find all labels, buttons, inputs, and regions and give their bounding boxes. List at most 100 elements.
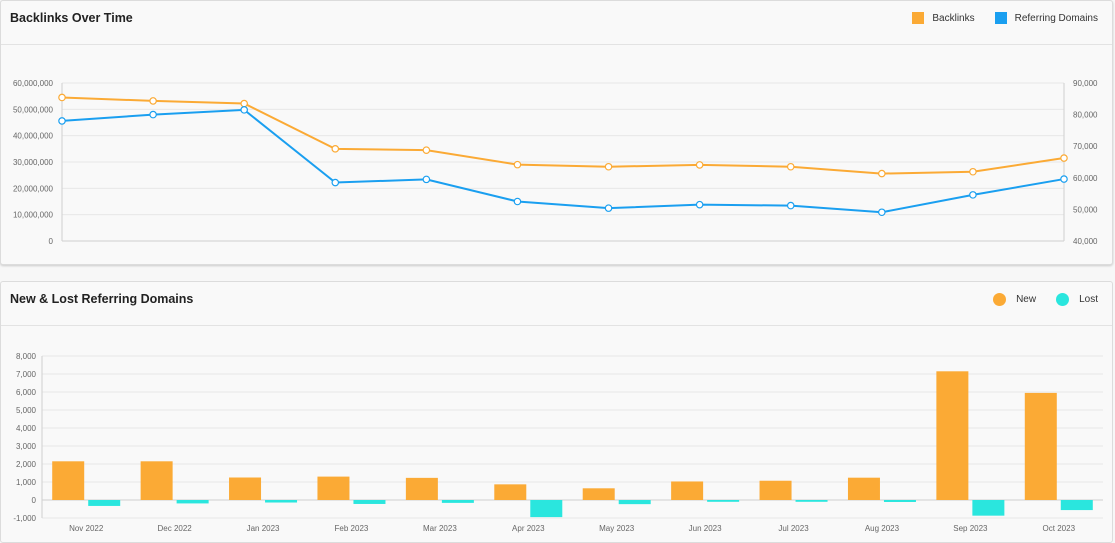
data-point-backlinks: [58, 93, 66, 102]
x-tick-label: Aug 2023: [865, 524, 900, 533]
bar-lost: [618, 500, 651, 505]
card-header: Backlinks Over Time Backlinks Referring …: [1, 1, 1112, 45]
legend-label-referring-domains: Referring Domains: [1014, 12, 1098, 24]
card-header: New & Lost Referring Domains New Lost: [1, 282, 1112, 326]
legend-item-lost[interactable]: Lost: [1056, 293, 1098, 306]
data-point-referring-domains: [604, 204, 613, 212]
y-left-tick-label: 40,000,000: [13, 132, 54, 141]
legend-swatch-referring-domains: [994, 12, 1007, 24]
x-tick-label: May 2023: [599, 524, 635, 533]
y-left-tick-label: 10,000,000: [13, 211, 54, 220]
chart-title: Backlinks Over Time: [10, 11, 133, 25]
y-tick-label: 1,000: [16, 478, 37, 487]
y-right-tick-label: 50,000: [1073, 205, 1098, 214]
x-tick-label: Feb 2023: [335, 524, 369, 533]
bar-new: [847, 477, 880, 500]
x-tick-label: Jan 2023: [247, 524, 280, 533]
y-left-tick-label: 60,000,000: [13, 79, 54, 88]
bar-lost: [707, 500, 740, 502]
legend-swatch-backlinks: [912, 12, 925, 24]
data-point-backlinks: [878, 169, 886, 178]
legend-label-backlinks: Backlinks: [932, 12, 975, 24]
bar-lost: [88, 500, 121, 506]
x-tick-label: Nov 2022: [69, 524, 104, 533]
backlinks-over-time-card: Backlinks Over Time Backlinks Referring …: [0, 0, 1113, 265]
legend-item-backlinks[interactable]: Backlinks: [912, 12, 975, 24]
y-left-tick-label: 20,000,000: [13, 184, 54, 193]
data-point-referring-domains: [331, 178, 340, 187]
x-tick-label: Sep 2023: [953, 524, 988, 533]
bar-lost: [530, 500, 563, 518]
x-tick-label: Dec 2022: [158, 524, 193, 533]
data-point-referring-domains: [240, 106, 248, 114]
y-tick-label: -1,000: [13, 514, 36, 523]
bar-chart: -1,000 0 1,000 2,000 3,000 4,000 5,000 6,000 7,0…: [13, 352, 1103, 533]
data-point-referring-domains: [878, 208, 886, 217]
y-right-tick-label: 70,000: [1073, 142, 1098, 151]
series-line-referring-domains: [61, 108, 1065, 214]
legend-swatch-lost: [1056, 293, 1070, 306]
data-point-backlinks: [149, 97, 157, 105]
bar-lost: [176, 500, 209, 504]
legend-label-new: New: [1016, 294, 1037, 305]
data-point-referring-domains: [58, 117, 66, 125]
y-right-tick-label: 60,000: [1073, 174, 1098, 183]
chart-legend: Backlinks Referring Domains: [892, 12, 1098, 24]
data-point-backlinks: [513, 160, 522, 169]
legend-swatch-new: [993, 293, 1007, 306]
chart-legend: New Lost: [973, 293, 1098, 306]
y-tick-label: 6,000: [16, 388, 37, 397]
bar-new: [405, 477, 438, 500]
bar-lost: [441, 500, 474, 503]
data-point-referring-domains: [695, 200, 704, 209]
bar-lost: [353, 500, 386, 504]
data-point-backlinks: [331, 145, 340, 153]
bar-lost: [265, 500, 298, 503]
bar-new: [494, 484, 527, 500]
bar-new: [52, 461, 85, 500]
x-tick-label: Apr 2023: [512, 524, 545, 533]
new-lost-referring-domains-card: New & Lost Referring Domains New Lost -1…: [0, 281, 1113, 543]
data-point-backlinks: [969, 167, 977, 176]
legend-item-referring-domains[interactable]: Referring Domains: [994, 12, 1098, 24]
y-left-tick-label: 0: [49, 237, 54, 246]
chart-title: New & Lost Referring Domains: [10, 292, 194, 306]
bar-new: [759, 480, 792, 500]
x-tick-label: Jun 2023: [689, 524, 722, 533]
bar-new: [1024, 392, 1057, 500]
y-tick-label: 3,000: [16, 442, 37, 451]
bar-new: [936, 371, 969, 500]
data-point-backlinks: [422, 146, 431, 154]
y-tick-label: 8,000: [16, 352, 37, 361]
data-point-referring-domains: [149, 110, 157, 119]
y-left-tick-label: 50,000,000: [13, 105, 54, 114]
data-point-backlinks: [786, 162, 795, 171]
data-point-backlinks: [1060, 154, 1068, 162]
y-right-tick-label: 40,000: [1073, 237, 1098, 246]
bar-new: [229, 477, 262, 500]
bar-new: [140, 461, 173, 500]
data-point-referring-domains: [1060, 175, 1068, 183]
data-point-backlinks: [695, 161, 704, 169]
legend-label-lost: Lost: [1079, 294, 1098, 305]
data-point-backlinks: [604, 162, 613, 171]
data-point-referring-domains: [969, 191, 977, 199]
legend-item-new[interactable]: New: [993, 293, 1036, 306]
data-point-referring-domains: [513, 197, 522, 206]
bar-new: [582, 488, 615, 500]
y-tick-label: 5,000: [16, 406, 37, 415]
y-tick-label: 0: [32, 496, 37, 505]
series-line-backlinks: [61, 96, 1065, 175]
y-right-tick-label: 80,000: [1073, 111, 1098, 120]
x-tick-label: Jul 2023: [778, 524, 809, 533]
x-tick-label: Oct 2023: [1043, 524, 1076, 533]
bar-lost: [883, 500, 916, 502]
x-tick-label: Mar 2023: [423, 524, 457, 533]
line-chart: 0 10,000,000 20,000,000 30,000,000 40,000,00…: [13, 79, 1098, 246]
y-right-tick-label: 90,000: [1073, 79, 1098, 88]
data-point-referring-domains: [422, 175, 431, 184]
data-point-backlinks: [240, 99, 248, 108]
data-point-referring-domains: [786, 201, 795, 210]
bar-lost: [795, 500, 828, 502]
bar-lost: [972, 500, 1005, 516]
